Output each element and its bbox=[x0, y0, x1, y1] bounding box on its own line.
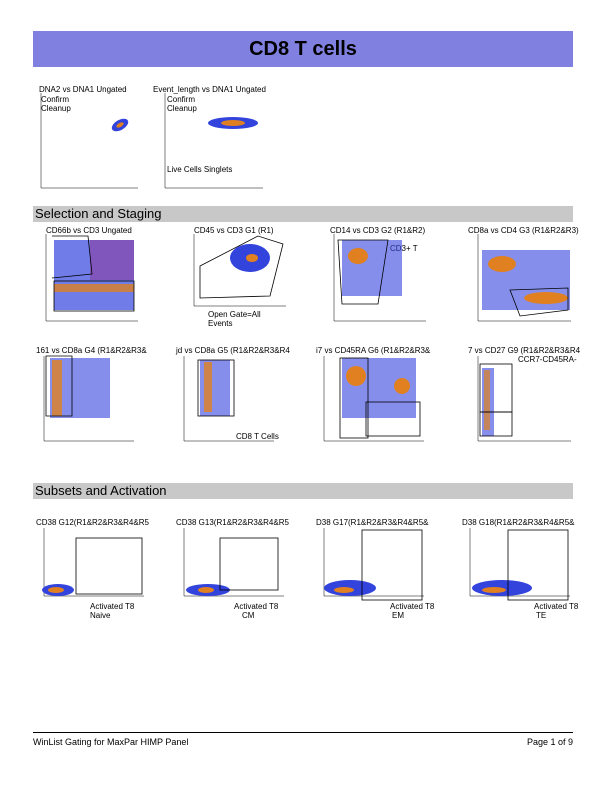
gate-label: Live Cells Singlets bbox=[167, 165, 233, 174]
scatter-plot bbox=[40, 93, 138, 189]
plot-cd14-cd3: CD14 vs CD3 G2 (R1&R2) CD3+ T bbox=[328, 226, 428, 326]
plot-label: CD8a vs CD4 G3 (R1&R2&R3) bbox=[468, 226, 579, 235]
plot-label: jd vs CD8a G5 (R1&R2&R3&R4 bbox=[176, 346, 290, 355]
plot-label: CD14 vs CD3 G2 (R1&R2) bbox=[330, 226, 426, 235]
plot-cd38-g18: D38 G18(R1&R2&R3&R4&R5& Activated T8 TE bbox=[462, 518, 578, 623]
footer-title: WinList Gating for MaxPar HIMP Panel bbox=[33, 737, 189, 747]
plot-label: 7 vs CD27 G9 (R1&R2&R3&R4 bbox=[468, 346, 581, 355]
scatter-plot bbox=[42, 528, 144, 597]
page-footer: WinList Gating for MaxPar HIMP Panel Pag… bbox=[33, 732, 573, 747]
scatter-plot bbox=[45, 234, 138, 322]
page-number: Page 1 of 9 bbox=[526, 737, 573, 747]
plot-7-cd27: 7 vs CD27 G9 (R1&R2&R3&R4 CCR7-CD45RA- bbox=[468, 346, 580, 446]
gate-label: EM bbox=[392, 611, 404, 620]
scatter-plot bbox=[469, 528, 570, 601]
plot-label: CD66b vs CD3 Ungated bbox=[46, 226, 132, 235]
plot-label: D38 G18(R1&R2&R3&R4&R5& bbox=[462, 518, 575, 527]
plot-label: DNA2 vs DNA1 Ungated bbox=[39, 85, 127, 94]
plot-jd-cd8a: jd vs CD8a G5 (R1&R2&R3&R4 CD8 T Cells bbox=[176, 346, 290, 446]
gate-label: Activated T8 bbox=[90, 602, 135, 611]
gate-label: Cleanup bbox=[167, 104, 197, 113]
gate-label: Activated T8 bbox=[234, 602, 279, 611]
section-title: Selection and Staging bbox=[35, 206, 162, 221]
section-header-selection: Selection and Staging bbox=[33, 206, 573, 222]
plot-161-cd8a: 161 vs CD8a G4 (R1&R2&R3& bbox=[36, 346, 147, 446]
gate-label: Events bbox=[208, 319, 233, 328]
gate-label: Activated T8 bbox=[534, 602, 579, 611]
scatter-plot bbox=[183, 356, 274, 442]
plot-label: Event_length vs DNA1 Ungated bbox=[153, 85, 266, 94]
gate-label: CCR7-CD45RA- bbox=[518, 355, 577, 364]
plot-label: CD38 G13(R1&R2&R3&R4&R5 bbox=[176, 518, 289, 527]
scatter-plot bbox=[193, 234, 286, 307]
plot-cd8a-cd4: CD8a vs CD4 G3 (R1&R2&R3) bbox=[468, 226, 579, 326]
gate-label: Naive bbox=[90, 611, 111, 620]
scatter-plot bbox=[164, 93, 263, 189]
plot-i7-cd45ra: i7 vs CD45RA G6 (R1&R2&R3& bbox=[316, 346, 430, 446]
gate-label: CM bbox=[242, 611, 255, 620]
page-title: CD8 T cells bbox=[249, 37, 357, 60]
scatter-plot bbox=[477, 234, 571, 322]
scatter-plot bbox=[43, 355, 134, 442]
scatter-plot bbox=[333, 234, 426, 322]
gate-label: CD3+ T bbox=[390, 244, 418, 253]
gate-label: Activated T8 bbox=[390, 602, 435, 611]
section-header-subsets: Subsets and Activation bbox=[33, 483, 573, 499]
scatter-plot bbox=[323, 356, 424, 442]
scatter-plot bbox=[183, 528, 284, 597]
plot-cd38-g13: CD38 G13(R1&R2&R3&R4&R5 Activated T8 CM bbox=[176, 518, 289, 623]
gate-label: Confirm bbox=[41, 95, 70, 104]
plot-cd45-cd3: CD45 vs CD3 G1 (R1) Open Gate=All Events bbox=[188, 226, 288, 328]
scatter-plot bbox=[323, 528, 424, 601]
gate-label: Open Gate=All bbox=[208, 310, 261, 319]
plot-label: CD45 vs CD3 G1 (R1) bbox=[194, 226, 274, 235]
gate-label: Confirm bbox=[167, 95, 196, 104]
plot-label: CD38 G12(R1&R2&R3&R4&R5 bbox=[36, 518, 149, 527]
plot-label: D38 G17(R1&R2&R3&R4&R5& bbox=[316, 518, 429, 527]
gate-label: TE bbox=[536, 611, 547, 620]
section-title: Subsets and Activation bbox=[35, 483, 167, 498]
plot-cd38-g17: D38 G17(R1&R2&R3&R4&R5& Activated T8 EM bbox=[316, 518, 434, 623]
plot-label: i7 vs CD45RA G6 (R1&R2&R3& bbox=[316, 346, 431, 355]
plot-cd66b-cd3: CD66b vs CD3 Ungated bbox=[40, 226, 140, 326]
plot-dna2-dna1: DNA2 vs DNA1 Ungated Confirm Cleanup bbox=[33, 85, 143, 195]
plot-label: 161 vs CD8a G4 (R1&R2&R3& bbox=[36, 346, 147, 355]
gate-label: CD8 T Cells bbox=[236, 432, 279, 441]
scatter-plot bbox=[477, 356, 571, 442]
page-title-bar: CD8 T cells bbox=[33, 31, 573, 67]
plot-eventlength-dna1: Event_length vs DNA1 Ungated Confirm Cle… bbox=[153, 85, 268, 195]
gate-label: Cleanup bbox=[41, 104, 71, 113]
plot-cd38-g12: CD38 G12(R1&R2&R3&R4&R5 Activated T8 Nai… bbox=[36, 518, 149, 623]
